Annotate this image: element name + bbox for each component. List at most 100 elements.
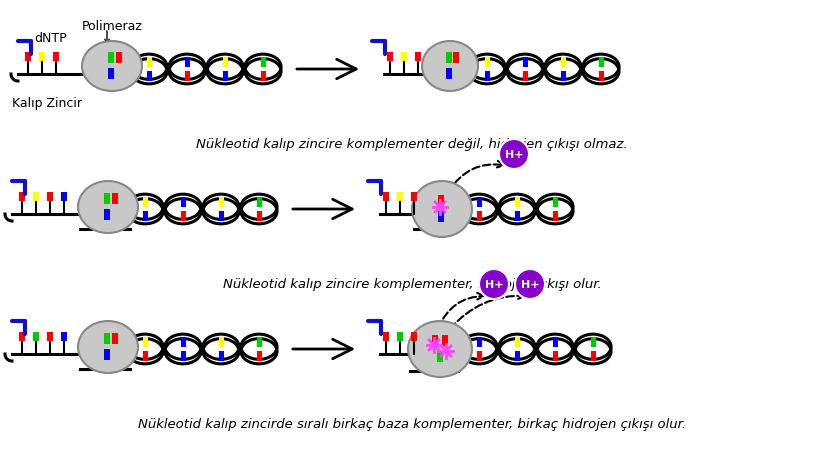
Bar: [453, 53, 459, 64]
Bar: [438, 195, 444, 206]
Ellipse shape: [408, 321, 472, 377]
Bar: [515, 212, 520, 221]
Text: Nükleotid kalıp zincire komplementer değil, hidrojen çıkışı olmaz.: Nükleotid kalıp zincire komplementer değ…: [196, 138, 628, 150]
Bar: [560, 72, 565, 82]
Bar: [411, 193, 417, 201]
Text: H+: H+: [505, 150, 523, 160]
Ellipse shape: [412, 181, 472, 238]
Text: Nükleotid kalıp zincire komplementer, hidrojen çıkışı olur.: Nükleotid kalıp zincire komplementer, hi…: [223, 277, 601, 290]
Bar: [598, 58, 604, 68]
Bar: [219, 337, 224, 347]
Bar: [147, 58, 152, 68]
Circle shape: [515, 269, 545, 300]
Bar: [401, 53, 407, 62]
Text: Kalıp Zincir: Kalıp Zincir: [12, 97, 82, 110]
Bar: [484, 58, 489, 68]
Bar: [53, 53, 59, 62]
Bar: [383, 332, 389, 341]
Bar: [104, 210, 110, 220]
Bar: [387, 53, 393, 62]
Bar: [515, 351, 520, 361]
Bar: [522, 58, 527, 68]
Bar: [47, 193, 53, 201]
Bar: [484, 72, 489, 82]
Bar: [432, 335, 438, 346]
Bar: [112, 333, 118, 344]
Bar: [415, 53, 421, 62]
Text: H+: H+: [521, 279, 540, 289]
Bar: [47, 332, 53, 341]
Bar: [104, 349, 110, 360]
Bar: [261, 72, 266, 82]
Bar: [553, 351, 558, 361]
Text: H+: H+: [485, 279, 503, 289]
Bar: [257, 198, 262, 207]
Bar: [143, 212, 148, 221]
Text: Nükleotid kalıp zincirde sıralı birkaç baza komplementer, birkaç hidrojen çıkışı: Nükleotid kalıp zincirde sıralı birkaç b…: [138, 417, 686, 430]
Bar: [33, 193, 39, 201]
Bar: [560, 58, 565, 68]
Bar: [257, 212, 262, 221]
Bar: [591, 337, 596, 347]
Bar: [515, 198, 520, 207]
Ellipse shape: [78, 181, 138, 233]
Bar: [553, 198, 558, 207]
Bar: [143, 337, 148, 347]
Bar: [257, 337, 262, 347]
Bar: [446, 53, 452, 64]
Bar: [143, 198, 148, 207]
Bar: [104, 333, 110, 344]
Bar: [446, 69, 452, 80]
Bar: [185, 72, 190, 82]
Bar: [477, 337, 482, 347]
Bar: [397, 332, 403, 341]
Bar: [116, 53, 122, 64]
Bar: [108, 69, 114, 80]
Circle shape: [479, 269, 509, 300]
Bar: [219, 198, 224, 207]
Bar: [477, 212, 482, 221]
Bar: [33, 332, 39, 341]
Bar: [477, 198, 482, 207]
Bar: [223, 58, 228, 68]
Bar: [219, 351, 224, 361]
Bar: [261, 58, 266, 68]
Bar: [591, 351, 596, 361]
Bar: [223, 72, 228, 82]
Text: dNTP: dNTP: [34, 31, 67, 44]
Bar: [442, 335, 448, 346]
Bar: [411, 332, 417, 341]
Bar: [19, 193, 25, 201]
Bar: [522, 72, 527, 82]
Bar: [181, 198, 186, 207]
Bar: [108, 53, 114, 64]
Bar: [397, 193, 403, 201]
Bar: [185, 58, 190, 68]
Circle shape: [499, 140, 529, 169]
Bar: [219, 212, 224, 221]
Text: Polimeraz: Polimeraz: [82, 19, 143, 32]
Bar: [112, 194, 118, 205]
Bar: [61, 193, 67, 201]
Bar: [104, 194, 110, 205]
Bar: [598, 72, 604, 82]
Bar: [438, 212, 444, 223]
Ellipse shape: [82, 42, 142, 92]
Bar: [143, 351, 148, 361]
Bar: [181, 351, 186, 361]
Ellipse shape: [78, 321, 138, 373]
Bar: [257, 351, 262, 361]
Bar: [39, 53, 45, 62]
Bar: [515, 337, 520, 347]
Bar: [383, 193, 389, 201]
Bar: [181, 337, 186, 347]
Ellipse shape: [422, 42, 478, 92]
Bar: [25, 53, 31, 62]
Bar: [181, 212, 186, 221]
Bar: [61, 332, 67, 341]
Bar: [147, 72, 152, 82]
Bar: [553, 337, 558, 347]
Bar: [19, 332, 25, 341]
Bar: [477, 351, 482, 361]
Bar: [553, 212, 558, 221]
